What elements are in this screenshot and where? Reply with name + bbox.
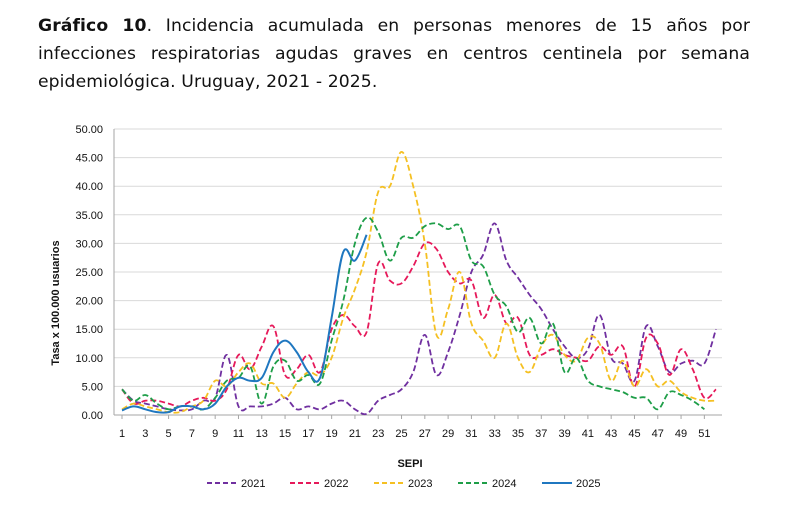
legend-label-2022: 2022	[324, 478, 348, 490]
y-tick-label-10: 50.00	[75, 124, 103, 136]
x-tick-label-6: 13	[256, 428, 268, 440]
figure-label: Gráfico 10	[38, 16, 147, 36]
legend-label-2024: 2024	[492, 478, 516, 490]
axes	[113, 129, 722, 419]
x-tick-label-19: 39	[558, 428, 570, 440]
x-tick-label-15: 31	[465, 428, 477, 440]
series-line-2022	[121, 241, 717, 408]
x-axis-title: SEPI	[397, 458, 422, 470]
x-tick-label-3: 7	[189, 428, 195, 440]
legend-label-2025: 2025	[576, 478, 600, 490]
x-tick-label-9: 19	[326, 428, 338, 440]
x-tick-label-25: 51	[698, 428, 710, 440]
legend-label-2021: 2021	[241, 478, 265, 490]
y-tick-label-7: 35.00	[75, 210, 103, 222]
x-tick-label-17: 35	[512, 428, 524, 440]
x-tick-label-22: 45	[628, 428, 640, 440]
x-tick-label-5: 11	[233, 428, 244, 440]
x-tick-label-1: 3	[142, 428, 148, 440]
series-line-2025	[121, 234, 368, 414]
y-tick-label-9: 45.00	[75, 153, 103, 165]
x-tick-label-7: 15	[279, 428, 291, 440]
legend-label-2023: 2023	[408, 478, 432, 490]
y-tick-label-5: 25.00	[75, 267, 103, 279]
x-tick-label-11: 23	[372, 428, 384, 440]
x-tick-label-10: 21	[349, 428, 361, 440]
figure-caption-text: . Incidencia acumulada en personas menor…	[38, 16, 750, 92]
x-tick-label-14: 29	[442, 428, 454, 440]
y-tick-label-1: 5.00	[82, 381, 103, 393]
x-tick-label-24: 49	[675, 428, 687, 440]
series-lines	[121, 151, 717, 416]
grid-lines	[114, 128, 722, 387]
x-tick-label-23: 47	[652, 428, 664, 440]
y-axis-title: Tasa x 100.000 usuarios	[50, 240, 62, 365]
x-tick-label-21: 43	[605, 428, 617, 440]
series-line-2023	[121, 151, 717, 414]
y-tick-label-8: 40.00	[75, 181, 103, 193]
y-tick-labels: 0.00 5.00 10.00 15.00 20.00 25.00 30.00 35.00 40…	[75, 124, 103, 422]
legend: 2021 2022 2023 2024 2025	[207, 478, 600, 490]
figure-caption: Gráfico 10. Incidencia acumulada en pers…	[38, 12, 750, 96]
series-line-2024	[121, 216, 705, 411]
series-line-2021	[121, 222, 717, 416]
x-tick-labels: 1 3 5 7 9 11 13 15 17 19 21 23 25 27 29 31 33 35 37 39 41 43 4…	[119, 428, 711, 440]
x-tick-label-4: 9	[212, 428, 218, 440]
x-tick-label-8: 17	[302, 428, 314, 440]
y-tick-label-2: 10.00	[75, 353, 103, 365]
y-tick-label-3: 15.00	[75, 324, 103, 336]
x-tick-label-20: 41	[582, 428, 594, 440]
y-tick-label-4: 20.00	[75, 296, 103, 308]
x-tick-label-18: 37	[535, 428, 547, 440]
x-tick-label-2: 5	[166, 428, 172, 440]
x-tick-label-13: 27	[419, 428, 431, 440]
y-tick-label-0: 0.00	[82, 410, 103, 422]
x-tick-label-0: 1	[119, 428, 125, 440]
x-tick-label-12: 25	[395, 428, 407, 440]
x-tick-label-16: 33	[489, 428, 501, 440]
y-tick-label-6: 30.00	[75, 238, 103, 250]
